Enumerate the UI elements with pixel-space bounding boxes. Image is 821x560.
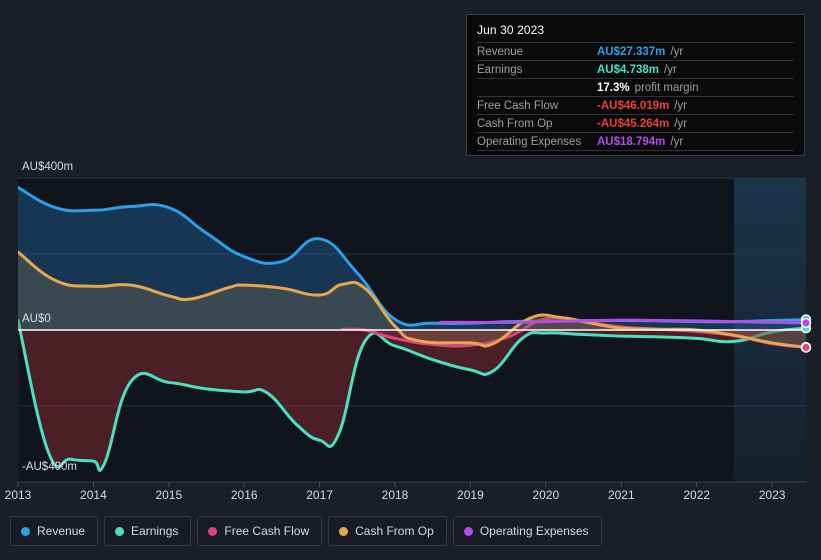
y-axis-label-zero: AU$0	[22, 313, 51, 325]
tooltip-row: 17.3% profit margin	[477, 78, 794, 96]
data-summary-tooltip: Jun 30 2023 Revenue AU$27.337m/yr Earnings…	[466, 14, 805, 156]
tooltip-rows: Revenue AU$27.337m/yr Earnings AU$4.738m/yr…	[477, 42, 794, 151]
x-tick-2021: 2021	[608, 488, 635, 500]
x-tick-2020: 2020	[532, 488, 559, 500]
series-area-free-cash-flow	[342, 317, 806, 348]
series-line-operating-expenses[interactable]	[438, 318, 806, 325]
legend-color-dot	[21, 526, 30, 536]
y-axis-label-top: AU$400m	[22, 161, 73, 173]
legend-item-label: Cash From Op	[355, 524, 434, 538]
tooltip-row-label: Operating Expenses	[477, 135, 582, 148]
series-layer	[18, 186, 806, 472]
tooltip-row-unit: /yr	[670, 135, 684, 148]
x-tick-2014: 2014	[80, 488, 107, 500]
chart-legend[interactable]: Revenue Earnings Free Cash Flow Cash From O…	[10, 516, 602, 546]
legend-color-dot	[463, 526, 473, 536]
y-axis-label-bottom: -AU$400m	[22, 461, 77, 473]
end-point-markers	[800, 314, 812, 353]
marker-free-cash-flow[interactable]	[802, 343, 810, 352]
tooltip-row-label: Earnings	[477, 63, 523, 76]
tooltip-row-label: Revenue	[477, 45, 524, 58]
tooltip-row-value: -AU$45.264m	[597, 117, 670, 130]
financials-chart[interactable]: AU$400m AU$0 -AU$400m 2013 2014 2015 2016 20…	[0, 0, 821, 500]
tooltip-row-unit: /yr	[664, 63, 677, 76]
tooltip-bottom-rule	[477, 150, 794, 151]
tooltip-row-value: -AU$46.019m	[597, 99, 670, 112]
series-line-earnings[interactable]	[18, 319, 806, 472]
series-line-cash-from-op[interactable]	[18, 250, 806, 349]
x-tick-2022: 2022	[683, 488, 710, 500]
legend-item-free-cash-flow[interactable]: Free Cash Flow	[197, 516, 323, 546]
tooltip-row: Earnings AU$4.738m/yr	[477, 60, 794, 78]
legend-item-earnings[interactable]: Earnings	[104, 516, 192, 546]
tooltip-row: Cash From Op -AU$45.264m/yr	[477, 114, 794, 132]
legend-color-dot	[208, 526, 218, 536]
tooltip-row-unit: /yr	[670, 45, 684, 58]
series-area-revenue	[18, 187, 806, 330]
x-tick-2015: 2015	[155, 488, 182, 500]
legend-item-label: Operating Expenses	[479, 524, 589, 538]
tooltip-row: Revenue AU$27.337m/yr	[477, 42, 794, 60]
x-tick-2023: 2023	[759, 488, 786, 500]
x-tick-2019: 2019	[457, 488, 484, 500]
tooltip-row-value: AU$4.738m	[597, 63, 660, 76]
x-tick-2018: 2018	[382, 488, 409, 500]
tooltip-row-unit: /yr	[674, 99, 688, 112]
tooltip-row-value: AU$27.337m	[597, 45, 666, 58]
legend-color-dot	[115, 526, 125, 536]
legend-item-cash-from-op[interactable]: Cash From Op	[328, 516, 447, 546]
tooltip-row-unit: profit margin	[634, 81, 699, 94]
tooltip-date: Jun 30 2023	[477, 23, 545, 37]
tooltip-row-unit: /yr	[674, 117, 688, 130]
chart-container: AU$400m AU$0 -AU$400m 2013 2014 2015 2016 20…	[0, 0, 821, 500]
tooltip-row-label: Free Cash Flow	[477, 99, 559, 112]
legend-item-label: Free Cash Flow	[224, 524, 310, 538]
legend-item-label: Revenue	[37, 524, 86, 538]
x-tick-2013: 2013	[5, 488, 32, 500]
x-tick-2016: 2016	[231, 488, 258, 500]
x-axis-ticks	[17, 482, 773, 487]
legend-item-operating-expenses[interactable]: Operating Expenses	[452, 516, 602, 546]
series-area-cash-from-op	[18, 252, 806, 348]
tooltip-row: Free Cash Flow -AU$46.019m/yr	[477, 96, 794, 114]
tooltip-row-label: Cash From Op	[477, 117, 553, 130]
legend-item-revenue[interactable]: Revenue	[10, 516, 99, 546]
x-tick-2017: 2017	[306, 488, 333, 500]
legend-item-label: Earnings	[131, 524, 179, 538]
x-axis-labels: 2013 2014 2015 2016 2017 2018 2019 2020 2021 2022…	[5, 488, 786, 500]
marker-operating-expenses[interactable]	[802, 319, 810, 327]
tooltip-row: Operating Expenses AU$18.794m/yr	[477, 132, 794, 150]
legend-color-dot	[339, 526, 349, 536]
tooltip-row-value: 17.3%	[597, 81, 630, 94]
tooltip-row-value: AU$18.794m	[597, 135, 666, 148]
series-area-earnings	[18, 320, 806, 471]
